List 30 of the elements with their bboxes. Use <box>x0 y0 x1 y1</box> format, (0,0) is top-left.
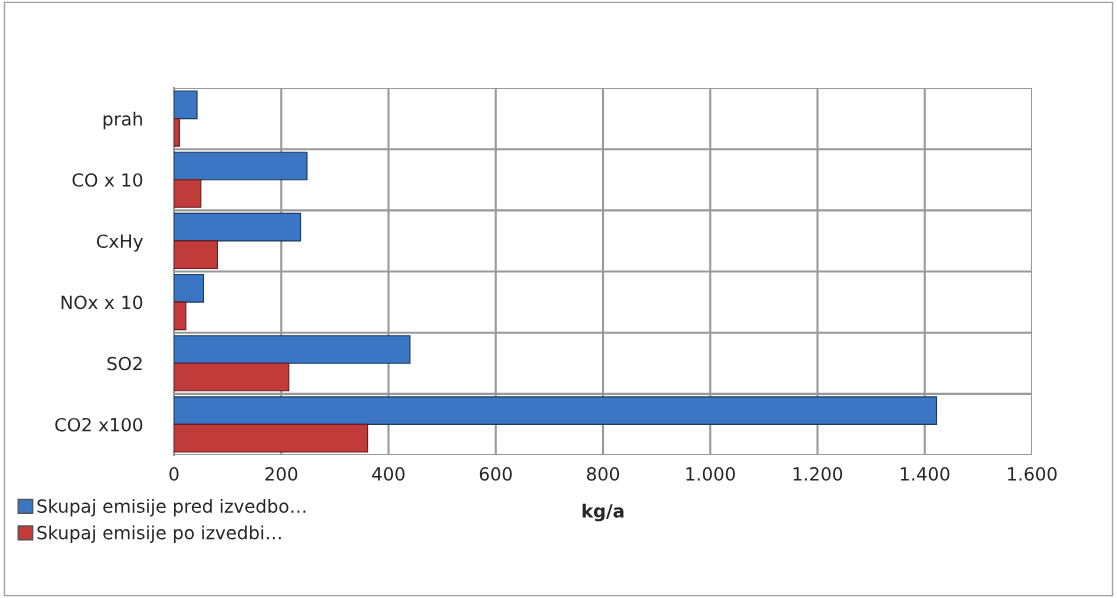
y-tick-label: CO2 x100 <box>55 417 143 432</box>
bar <box>174 301 187 331</box>
x-tick-label: 1.200 <box>793 467 843 481</box>
bar <box>174 362 290 392</box>
y-tick-label: prah <box>103 111 142 130</box>
y-tick-label: NOx x 10 <box>61 295 143 310</box>
x-tick-label: 200 <box>265 467 298 481</box>
bar <box>174 179 202 208</box>
bar <box>174 118 180 147</box>
legend-label: Skupaj emisije po izvedbi… <box>37 525 281 543</box>
x-tick-label: 1.600 <box>1008 467 1057 481</box>
bar <box>174 335 411 364</box>
x-tick-label: 1.400 <box>900 467 950 481</box>
y-tick-label: SO2 <box>107 356 142 371</box>
y-tick-label: CO x 10 <box>72 173 143 187</box>
bar <box>174 423 369 453</box>
bar <box>174 396 938 425</box>
x-tick-label: 400 <box>372 467 405 481</box>
x-axis-title: kg/a <box>582 503 624 522</box>
x-tick-label: 0 <box>169 467 179 481</box>
bar <box>174 212 302 242</box>
x-tick-label: 600 <box>479 467 512 481</box>
bar <box>174 90 198 120</box>
bar <box>174 151 308 181</box>
y-tick-label: CxHy <box>96 234 143 252</box>
legend-label: Skupaj emisije pred izvedbo… <box>37 498 306 517</box>
x-tick-label: 1.000 <box>686 467 735 481</box>
bar <box>174 240 218 269</box>
x-tick-label: 800 <box>586 467 620 481</box>
bar <box>174 274 205 303</box>
